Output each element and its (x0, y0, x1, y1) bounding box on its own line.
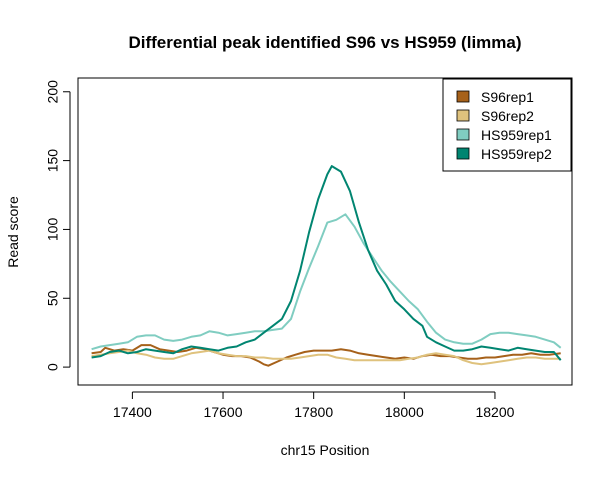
y-axis: 0 50 100 150 200 (45, 80, 71, 371)
y-tick-label: 150 (45, 149, 61, 173)
series-line-s96rep1 (91, 344, 561, 367)
x-tick-label: 17800 (294, 404, 333, 420)
legend-swatch (456, 128, 470, 141)
legend: S96rep1 S96rep2 HS959rep1 HS959rep2 (442, 78, 572, 172)
series-line-hs959rep1 (91, 213, 562, 351)
x-axis: 17400 17600 17800 18000 18200 (113, 391, 515, 420)
x-tick-label: 18000 (385, 404, 424, 420)
y-tick-label: 200 (45, 80, 61, 104)
legend-label: S96rep1 (481, 89, 534, 105)
series-layer (91, 165, 562, 367)
legend-swatch (456, 147, 470, 160)
x-tick-label: 18200 (475, 404, 514, 420)
chart-title: Differential peak identified S96 vs HS95… (128, 33, 521, 52)
x-axis-label: chr15 Position (281, 442, 370, 458)
y-axis-label: Read score (5, 196, 21, 268)
y-tick-label: 0 (45, 363, 61, 371)
y-tick-label: 50 (45, 290, 61, 306)
series-line-hs959rep2 (91, 165, 562, 361)
series-line-s96rep2 (91, 349, 561, 366)
plot-frame (77, 77, 573, 386)
x-tick-label: 17600 (204, 404, 243, 420)
x-tick-label: 17400 (113, 404, 152, 420)
legend-swatch (456, 109, 470, 122)
legend-label: HS959rep1 (481, 127, 552, 143)
legend-label: S96rep2 (481, 108, 534, 124)
legend-swatch (456, 90, 470, 103)
legend-label: HS959rep2 (481, 146, 552, 162)
y-tick-label: 100 (45, 218, 61, 242)
